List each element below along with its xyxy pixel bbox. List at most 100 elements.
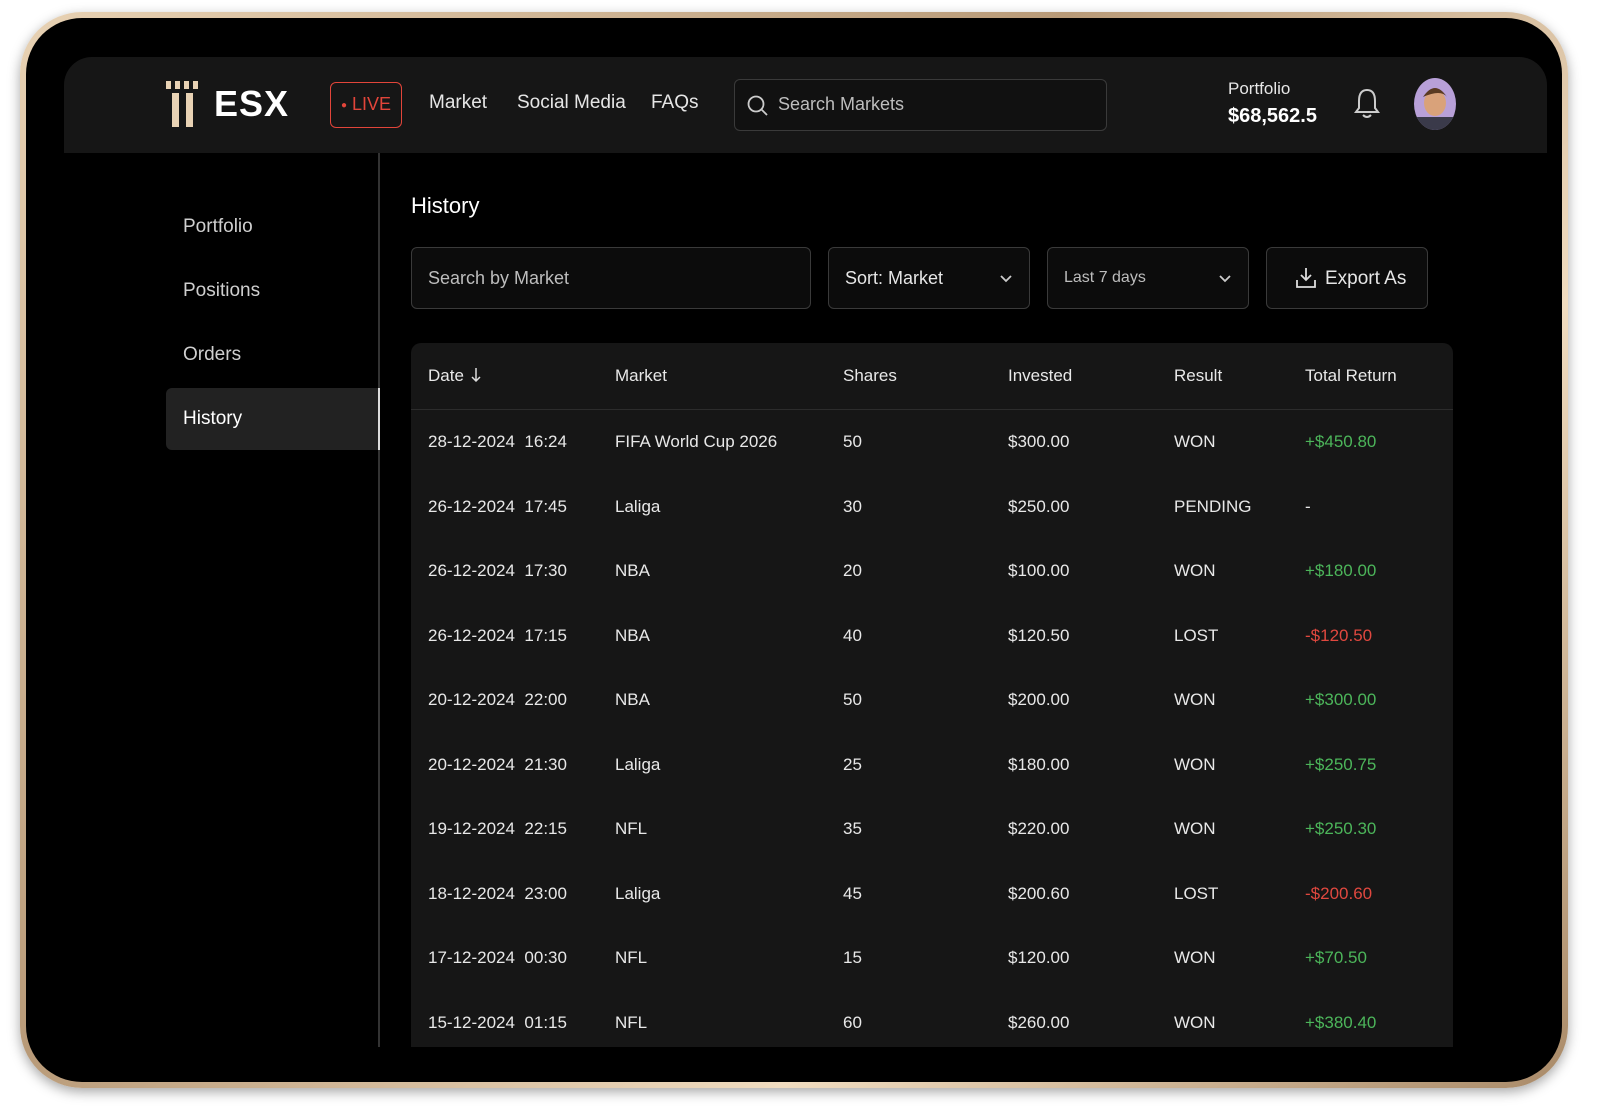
chevron	[1000, 275, 1012, 283]
table-row: 19-12-2024 22:15 NFL 35 $220.00 WON +$250.30	[411, 796, 1453, 862]
column-header: Shares	[843, 366, 897, 385]
table-cell: LOST	[1174, 883, 1219, 903]
sidebar-item-active[interactable]: History	[166, 388, 380, 450]
table-cell: 26-12-2024 17:15	[428, 625, 567, 645]
header: ESX ● LIVE Market Social Media FAQs Search…	[64, 57, 1547, 153]
table-cell: +$380.40	[1305, 1012, 1377, 1032]
table-cell: NBA	[615, 690, 650, 709]
sort-label: Sort: Market	[845, 268, 944, 288]
sidebar-label: Positions	[183, 280, 261, 301]
table-cell: 35	[843, 819, 862, 838]
page-title: History	[411, 193, 480, 218]
table-cell: $200.00	[1008, 690, 1070, 709]
search-by-market-placeholder: Search by Market	[428, 268, 570, 288]
table-cell: $120.00	[1008, 948, 1070, 967]
column-header: Total Return	[1305, 366, 1397, 385]
table-cell: WON	[1174, 1012, 1216, 1032]
table-cell: -	[1305, 496, 1311, 516]
bell-icon[interactable]	[1353, 87, 1381, 121]
nav-link[interactable]: Social Media	[517, 92, 626, 113]
table-cell: WON	[1174, 561, 1216, 580]
table-row: 20-12-2024 21:30 Laliga 25 $180.00 WON +$250.…	[411, 732, 1453, 798]
table-cell: $100.00	[1008, 561, 1070, 580]
table-cell: 45	[843, 883, 862, 903]
history-table: Date Market Shares Invested Result Total Retu…	[411, 343, 1453, 1047]
table-cell: +$450.80	[1305, 432, 1377, 451]
table-cell: 60	[843, 1012, 862, 1032]
table-cell: 18-12-2024 23:00	[428, 883, 567, 903]
column-header: Market	[615, 366, 667, 385]
avatar[interactable]	[1413, 77, 1457, 131]
table-cell: 15-12-2024 01:15	[428, 1012, 567, 1032]
nav-link[interactable]: FAQs	[651, 92, 699, 113]
sidebar-item[interactable]: Portfolio	[166, 196, 378, 258]
table-cell: 50	[843, 432, 862, 451]
table-cell: 20	[843, 561, 862, 580]
live-button[interactable]: ● LIVE	[330, 82, 402, 128]
table-cell: FIFA World Cup 2026	[615, 432, 778, 451]
table-cell: $260.00	[1008, 1012, 1070, 1032]
table-cell: WON	[1174, 690, 1216, 709]
table-cell: 26-12-2024 17:30	[428, 561, 567, 580]
table-cell: $200.60	[1008, 883, 1070, 903]
table-row: 20-12-2024 22:00 NBA 50 $200.00 WON +$300.00	[411, 667, 1453, 733]
range-label: Last 7 days	[1064, 269, 1146, 286]
table-cell: Laliga	[615, 754, 661, 774]
table-cell: 20-12-2024 22:00	[428, 690, 567, 709]
table-row: 26-12-2024 17:45 Laliga 30 $250.00 PENDING -	[411, 474, 1453, 540]
table-header: Date Market Shares Invested Result Total Retu…	[411, 343, 1453, 410]
table-row: 17-12-2024 00:30 NFL 15 $120.00 WON +$70.50	[411, 925, 1453, 991]
table-cell: WON	[1174, 754, 1216, 774]
sort-dropdown[interactable]: Sort: Market	[828, 247, 1030, 309]
sidebar-item[interactable]: Orders	[166, 324, 378, 386]
table-cell: WON	[1174, 948, 1216, 967]
table-cell: Laliga	[615, 496, 661, 516]
column-header: Result	[1174, 366, 1223, 385]
sidebar-divider	[378, 153, 380, 1047]
table-cell: LOST	[1174, 625, 1219, 645]
column-header[interactable]: Date	[428, 343, 482, 409]
table-cell: +$250.75	[1305, 754, 1377, 774]
nav-link[interactable]: Market	[429, 92, 488, 113]
sidebar-label: Portfolio	[183, 216, 253, 237]
live-label: LIVE	[352, 94, 392, 114]
table-cell: 30	[843, 496, 862, 516]
table-row: 26-12-2024 17:30 NBA 20 $100.00 WON +$180.00	[411, 538, 1453, 604]
table-cell: PENDING	[1174, 496, 1252, 516]
table-cell: 19-12-2024 22:15	[428, 819, 567, 838]
table-cell: 40	[843, 625, 862, 645]
chevron	[1219, 275, 1231, 283]
table-cell: 26-12-2024 17:45	[428, 496, 567, 516]
sidebar-label: History	[183, 408, 243, 429]
logo-icon	[166, 81, 198, 127]
table-cell: 50	[843, 690, 862, 709]
table-cell: WON	[1174, 819, 1216, 838]
table-cell: Laliga	[615, 883, 661, 903]
search-by-market[interactable]: Search by Market	[411, 247, 811, 309]
search-markets[interactable]: Search Markets	[734, 79, 1107, 131]
export-label: Export As	[1325, 268, 1407, 289]
export-button[interactable]: Export As	[1266, 247, 1428, 309]
table-cell: $120.50	[1008, 625, 1070, 645]
search-placeholder: Search Markets	[778, 94, 905, 114]
range-dropdown[interactable]: Last 7 days	[1047, 247, 1249, 309]
sort-arrow	[471, 368, 481, 383]
export-icon	[1296, 268, 1316, 288]
table-cell: 15	[843, 948, 862, 967]
column-header: Invested	[1008, 366, 1073, 385]
table-cell: 17-12-2024 00:30	[428, 948, 567, 967]
table-cell: +$180.00	[1305, 561, 1377, 580]
sidebar-item[interactable]: Positions	[166, 260, 378, 322]
table-cell: NBA	[615, 625, 650, 645]
table-cell: $250.00	[1008, 496, 1070, 516]
table-row: 15-12-2024 01:15 NFL 60 $260.00 WON +$380.40	[411, 990, 1453, 1048]
logo-text: ESX	[214, 83, 290, 124]
portfolio-label: Portfolio	[1228, 79, 1291, 98]
table-cell: $300.00	[1008, 432, 1070, 451]
table-cell: +$300.00	[1305, 690, 1377, 709]
screen: ESX ● LIVE Market Social Media FAQs Search…	[64, 57, 1547, 1047]
table-cell: 20-12-2024 21:30	[428, 754, 567, 774]
sidebar-label: Orders	[183, 344, 242, 365]
table-cell: 25	[843, 754, 862, 774]
